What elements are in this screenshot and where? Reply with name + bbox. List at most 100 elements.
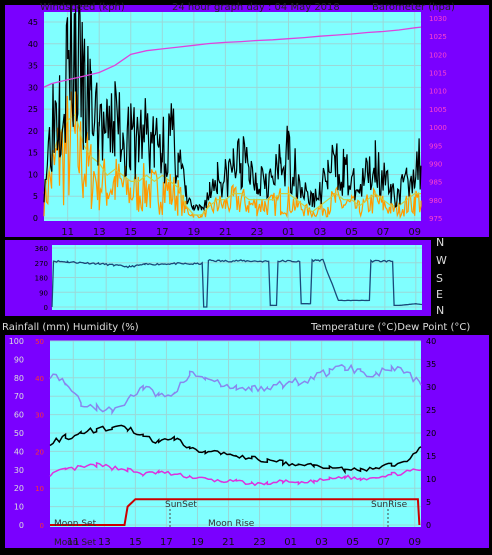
humidity-tick-label: 90 <box>14 355 24 364</box>
x-tick-label: 03 <box>315 537 328 548</box>
compass-label: E <box>436 288 443 301</box>
wind-tick-label: 0 <box>33 214 38 223</box>
x-tick-label: 05 <box>345 227 358 238</box>
compass-label: W <box>436 254 447 267</box>
wind-gust-line <box>43 88 422 220</box>
panel1-series <box>43 0 422 220</box>
humidity-axis-ticks: 0 10 20 30 40 50 60 70 80 90 100 <box>9 337 24 530</box>
x-tick-label: 11 <box>61 227 74 238</box>
humidity-tick-label: 40 <box>14 447 24 456</box>
compass-label: N <box>436 304 444 317</box>
temperature-tick-label: 35 <box>426 360 436 369</box>
moon-rise-label: Moon Rise <box>208 519 255 529</box>
x-tick-label: 21 <box>222 537 235 548</box>
x-tick-label: 19 <box>191 537 204 548</box>
humidity-tick-label: 0 <box>19 521 24 530</box>
wind-tick-label: 40 <box>28 40 38 49</box>
x-tick-label: 17 <box>156 227 169 238</box>
wind-speed-line <box>43 0 422 212</box>
panel1-time-ticks: 11 13 15 17 19 21 23 01 03 05 07 09 <box>61 227 421 238</box>
rain-tick-label: 50 <box>35 338 44 346</box>
barometer-tick-label: 1025 <box>429 33 447 41</box>
temperature-tick-label: 0 <box>426 521 431 530</box>
x-tick-label: 11 <box>67 537 80 548</box>
sunset-label: SunSet <box>165 500 197 510</box>
barometer-tick-label: 1005 <box>429 106 447 114</box>
wind-tick-label: 30 <box>28 83 38 92</box>
wind-tick-label: 45 <box>28 18 38 27</box>
x-tick-label: 23 <box>253 537 266 548</box>
temperature-tick-label: 25 <box>426 406 436 415</box>
temperature-axis-ticks: 0 5 10 15 20 25 30 35 40 <box>426 337 436 530</box>
humidity-tick-label: 70 <box>14 392 24 401</box>
humidity-tick-label: 30 <box>14 466 24 475</box>
panel3-grid <box>50 340 421 527</box>
x-tick-label: 13 <box>93 227 106 238</box>
x-tick-label: 03 <box>314 227 327 238</box>
humidity-tick-label: 100 <box>9 337 24 346</box>
wind-tick-label: 25 <box>28 105 38 114</box>
moon-set-label: Moon Set <box>54 519 97 529</box>
temperature-tick-label: 20 <box>426 429 436 438</box>
x-tick-label: 17 <box>160 537 173 548</box>
barometer-tick-label: 1010 <box>429 88 447 96</box>
direction-tick-label: 360 <box>35 245 48 253</box>
humidity-tick-label: 10 <box>14 503 24 512</box>
humidity-tick-label: 60 <box>14 411 24 420</box>
temperature-tick-label: 5 <box>426 498 431 507</box>
panel3-series <box>49 363 422 526</box>
barometer-tick-label: 1000 <box>429 124 447 132</box>
barometer-axis-ticks: 975 980 985 990 995 1000 1005 1010 1015 1020 1025 1… <box>429 15 447 223</box>
sunrise-label: SunRise <box>371 500 408 510</box>
x-tick-label: 07 <box>377 227 390 238</box>
panel2-grid <box>52 245 422 310</box>
direction-tick-label: 90 <box>39 289 48 297</box>
temperature-title: Temperature (°C)Dew Point (°C) <box>310 322 470 333</box>
x-tick-label: 23 <box>251 227 264 238</box>
x-tick-label: 01 <box>282 227 295 238</box>
barometer-title: Barometer (hpa) <box>372 2 455 13</box>
rain-axis-ticks: 0 10 20 30 40 50 <box>35 338 44 530</box>
rain-tick-label: 20 <box>35 448 44 456</box>
temperature-tick-label: 30 <box>426 383 436 392</box>
direction-tick-label: 180 <box>35 275 48 283</box>
x-tick-label: 07 <box>377 537 390 548</box>
panel2-series <box>51 258 423 308</box>
wind-average-line <box>43 113 421 216</box>
wind-tick-label: 10 <box>28 170 38 179</box>
barometer-tick-label: 985 <box>429 179 442 187</box>
temperature-tick-label: 10 <box>426 475 436 484</box>
wind-axis-ticks: 0 5 10 15 20 25 30 35 40 45 <box>28 18 38 223</box>
panel3-time-ticks: 11 13 15 17 19 21 23 01 03 05 07 09 <box>67 537 421 548</box>
x-tick-label: 15 <box>129 537 142 548</box>
rain-tick-label: 40 <box>35 375 44 383</box>
compass-label: N <box>436 236 444 249</box>
humidity-tick-label: 20 <box>14 484 24 493</box>
rainfall-line <box>50 498 421 526</box>
barometer-tick-label: 1015 <box>429 70 447 78</box>
temperature-line <box>49 424 422 475</box>
x-tick-label: 15 <box>124 227 137 238</box>
rain-humidity-title: Rainfall (mm) Humidity (%) <box>2 322 139 333</box>
humidity-line <box>49 363 422 416</box>
panel3-plot <box>50 341 421 527</box>
direction-tick-label: 0 <box>44 304 48 312</box>
chart-date-title: 24 hour graph day : 04 May 2018 <box>172 2 340 13</box>
x-tick-label: 05 <box>346 537 359 548</box>
barometer-tick-label: 990 <box>429 160 442 168</box>
dew-point-line <box>49 461 422 487</box>
direction-tick-label: 270 <box>35 260 48 268</box>
wind-tick-label: 20 <box>28 127 38 136</box>
rain-tick-label: 0 <box>40 522 44 530</box>
barometer-tick-label: 980 <box>429 197 442 205</box>
x-tick-label: 09 <box>408 537 421 548</box>
barometer-tick-label: 1030 <box>429 15 447 23</box>
direction-axis-ticks: 360 270 180 90 0 <box>35 245 48 312</box>
rain-tick-label: 10 <box>35 485 44 493</box>
moon-set-bottom-label: Moon Set <box>54 538 97 548</box>
temperature-tick-label: 40 <box>426 337 436 346</box>
wind-direction-line <box>51 258 423 308</box>
barometer-line <box>43 26 422 88</box>
